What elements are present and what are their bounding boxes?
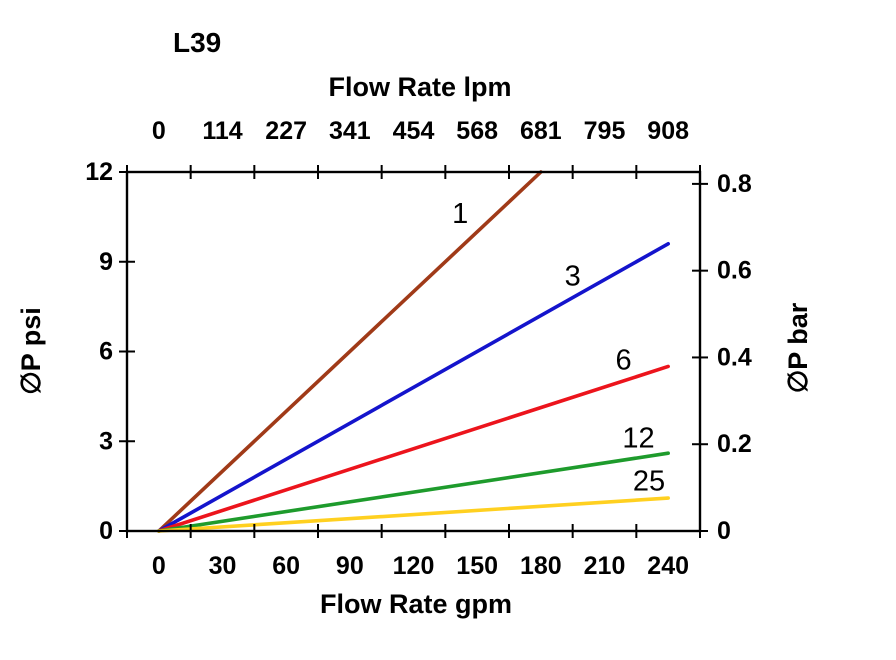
series-line-25 (157, 496, 670, 533)
left-axis-title: ∅P psi (16, 307, 46, 395)
right-axis-tick-label: 0 (717, 517, 731, 545)
top-axis-tick-label: 454 (393, 117, 435, 145)
bottom-axis-tick-label: 30 (209, 552, 237, 580)
right-axis-tick-label: 0.2 (717, 430, 752, 458)
top-axis-tick-label: 0 (152, 117, 166, 145)
top-axis-tick-label: 114 (202, 117, 242, 145)
bottom-axis-title: Flow Rate gpm (320, 589, 512, 619)
series-line-6 (157, 364, 670, 533)
left-axis-tick-label: 6 (99, 338, 113, 366)
bottom-axis-tick-label: 120 (393, 552, 435, 580)
right-axis-tick-label: 0.4 (717, 343, 752, 371)
series-line-12 (157, 451, 670, 533)
series-label-1: 1 (452, 198, 468, 230)
top-axis-tick-label: 227 (265, 117, 307, 145)
bottom-axis-tick-label: 240 (647, 552, 689, 580)
series-label-3: 3 (565, 261, 581, 293)
right-axis-tick-label: 0.6 (717, 257, 752, 285)
top-axis-tick-label: 341 (329, 117, 371, 145)
bottom-axis-tick-label: 60 (272, 552, 300, 580)
series-line-1 (157, 170, 543, 533)
left-axis-tick-label: 9 (99, 248, 113, 276)
top-axis-tick-label: 908 (647, 117, 689, 145)
bottom-axis-tick-label: 210 (584, 552, 626, 580)
left-axis-tick-label: 3 (99, 427, 113, 455)
series-label-12: 12 (622, 422, 654, 454)
right-axis-tick-label: 0.8 (717, 170, 752, 198)
series-label-6: 6 (616, 344, 632, 376)
chart-title: L39 (173, 27, 221, 58)
series-line-3 (157, 242, 670, 533)
series-label-25: 25 (633, 466, 665, 498)
top-axis-tick-label: 681 (520, 117, 562, 145)
top-axis-tick-label: 568 (456, 117, 498, 145)
bottom-axis-tick-label: 0 (152, 552, 166, 580)
bottom-axis-tick-label: 150 (456, 552, 498, 580)
left-axis-tick-label: 0 (99, 517, 113, 545)
top-axis-title: Flow Rate lpm (328, 72, 511, 102)
bottom-axis-tick-label: 180 (520, 552, 562, 580)
top-axis-tick-label: 795 (584, 117, 626, 145)
plot-border (125, 170, 702, 533)
left-axis-tick-label: 12 (85, 158, 113, 186)
right-axis-title: ∅P bar (783, 302, 813, 393)
bottom-axis-tick-label: 90 (336, 552, 364, 580)
